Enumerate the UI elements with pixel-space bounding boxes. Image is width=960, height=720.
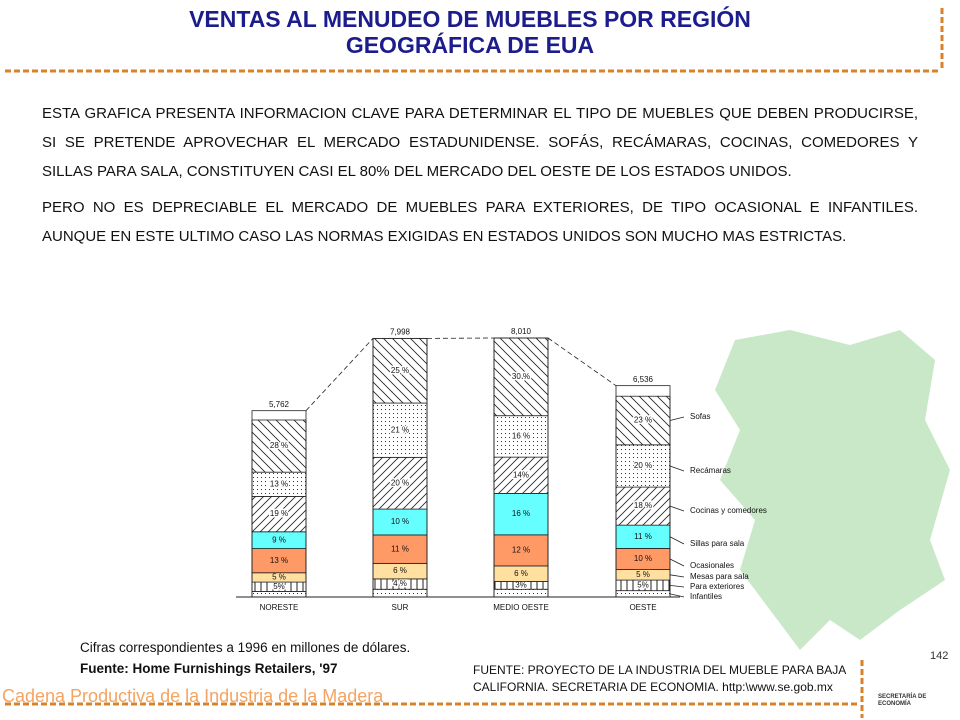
title-line: GEOGRÁFICA DE EUA (345, 32, 595, 58)
x-tick-label: MEDIO OESTE (493, 603, 549, 612)
source-line: CALIFORNIA. SECRETARIA DE ECONOMIA. http… (473, 680, 833, 694)
legend-label: Sillas para sala (690, 539, 745, 548)
bar-segment (372, 337, 428, 404)
legend-leader (669, 465, 685, 472)
bar-segment (372, 508, 428, 536)
data-label: 23 % (634, 416, 652, 425)
data-label: 19 % (270, 509, 288, 518)
data-label: 9 % (272, 535, 286, 544)
legend-label: Ocasionales (690, 561, 734, 570)
body-text: ESTA GRAFICA PRESENTA INFORMACION CLAVE … (42, 99, 918, 258)
x-tick-label: OESTE (629, 603, 656, 612)
bar-segment (493, 534, 549, 567)
legend-label: Para exteriores (690, 582, 744, 591)
paragraph: ESTA GRAFICA PRESENTA INFORMACION CLAVE … (42, 105, 918, 180)
logo-line: SECRETARÍA DE (878, 694, 927, 700)
data-label: 10 % (391, 517, 409, 526)
title: VENTAS AL MENUDEO DE MUEBLES POR REGIÓN … (100, 6, 840, 58)
legend-leader (669, 574, 685, 578)
legend-label: Infantiles (690, 592, 722, 601)
data-label: 16 % (512, 509, 530, 518)
total-label: 7,998 (390, 327, 411, 336)
data-label: 10 % (634, 554, 652, 563)
data-label: 6 % (514, 569, 528, 578)
bar-segment (372, 402, 428, 458)
bar-segment (615, 395, 671, 446)
legend-label: Mesas para sala (690, 572, 749, 581)
map-decoration (715, 330, 950, 650)
data-label: 12 % (512, 545, 530, 554)
data-label: 20 % (391, 478, 409, 487)
data-label: 18 % (634, 501, 652, 510)
logo: SECRETARÍA DE ECONOMÍA (878, 694, 926, 708)
legend-leader (669, 593, 685, 598)
bar-segment (615, 590, 671, 598)
source: FUENTE: PROYECTO DE LA INDUSTRIA DEL MUE… (473, 662, 846, 696)
data-label: 20 % (634, 461, 652, 470)
data-label: 5% (273, 582, 285, 591)
bar-segment (251, 591, 307, 598)
legend-leader (669, 536, 685, 545)
source-line: FUENTE: PROYECTO DE LA INDUSTRIA DEL MUE… (473, 663, 847, 677)
connector (547, 337, 617, 386)
legend-label: Sofas (690, 412, 710, 421)
bar-segment (493, 588, 549, 598)
data-label: 13 % (270, 556, 288, 565)
footer: Cadena Productiva de la Industria de la … (2, 686, 384, 706)
data-label: 13 % (270, 479, 288, 488)
data-label: 25 % (391, 366, 409, 375)
x-tick-label: NORESTE (260, 603, 299, 612)
legend-leader (669, 416, 685, 421)
logo-line: ECONOMÍA (878, 701, 911, 707)
connector (305, 338, 374, 411)
data-label: 11 % (634, 532, 652, 541)
data-label: 4 % (393, 579, 407, 588)
data-label: 3% (515, 580, 527, 589)
bar-segment (372, 588, 428, 598)
note: Fuente: Home Furnishings Retailers, '97 (80, 661, 338, 676)
page-number: 142 (930, 650, 949, 662)
data-label: 16 % (512, 432, 530, 441)
paragraph: PERO NO ES DEPRECIABLE EL MERCADO DE MUE… (42, 199, 918, 245)
total-label: 6,536 (633, 375, 654, 384)
total-label: 5,762 (269, 400, 290, 409)
bar-segment (493, 456, 549, 494)
legend-leader (669, 558, 685, 567)
bar-segment (493, 492, 549, 536)
data-label: 28 % (270, 441, 288, 450)
data-label: 5% (637, 580, 649, 589)
total-label: 8,010 (511, 327, 532, 336)
note: Cifras correspondientes a 1996 en millon… (80, 640, 411, 655)
legend-leader (669, 584, 685, 588)
data-label: 14% (513, 470, 529, 479)
data-label: 5 % (272, 573, 286, 582)
notes: Cifras correspondientes a 1996 en millon… (80, 637, 410, 679)
legend-leader (669, 505, 685, 512)
data-label: 6 % (393, 566, 407, 575)
title-line: VENTAS AL MENUDEO DE MUEBLES POR REGIÓN (189, 6, 751, 32)
data-label: 5 % (636, 570, 650, 579)
data-label: 21 % (391, 425, 409, 434)
legend-label: Recámaras (690, 466, 731, 475)
x-tick-label: SUR (392, 603, 409, 612)
legend-label: Cocinas y comedores (690, 506, 767, 515)
data-label: 30 % (512, 372, 530, 381)
data-label: 11 % (391, 544, 409, 553)
